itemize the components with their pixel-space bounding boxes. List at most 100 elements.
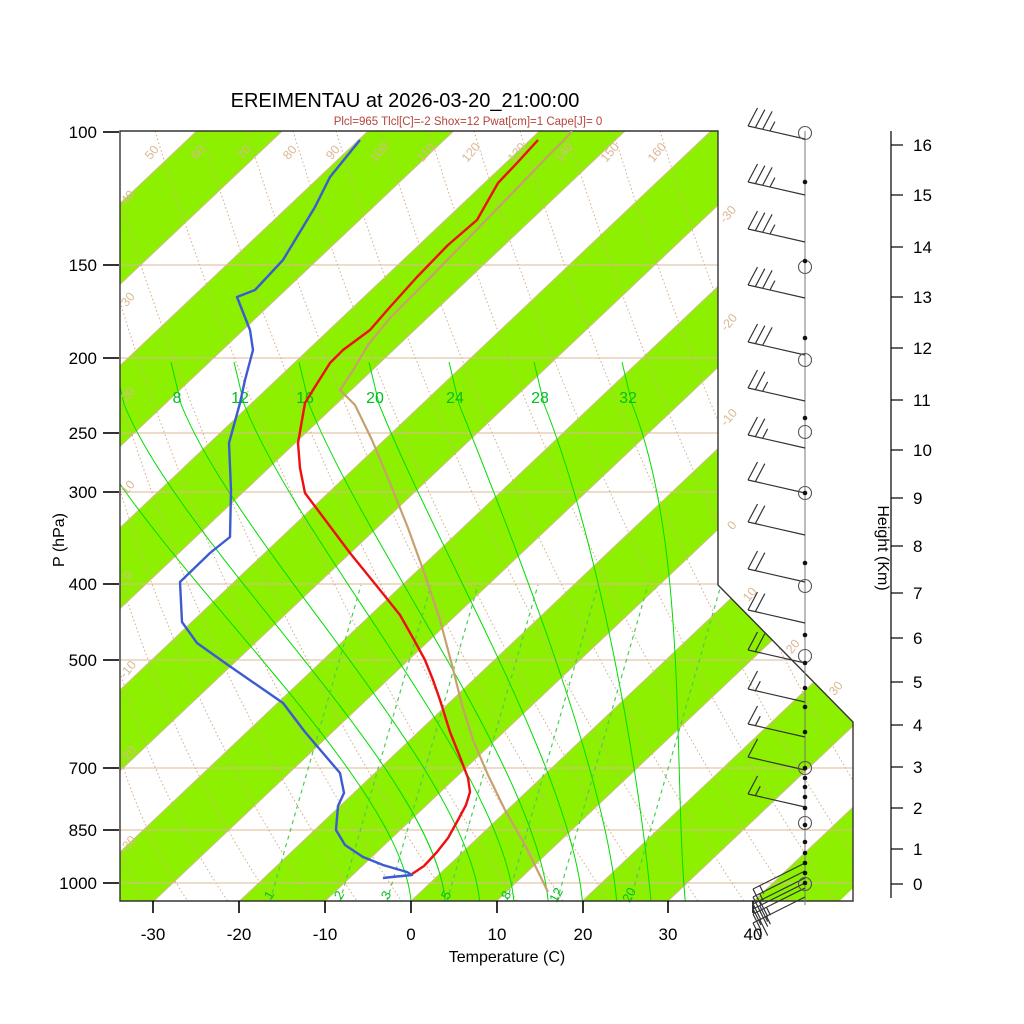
- wind-barb: [747, 369, 806, 402]
- station-dot-marker: [802, 794, 808, 800]
- station-dot-marker: [802, 765, 808, 771]
- temperature-axis-label: Temperature (C): [449, 949, 565, 966]
- station-circledot-marker: [797, 760, 813, 776]
- wind-barb: [747, 107, 806, 140]
- wind-barb: [752, 896, 806, 940]
- temperature-tick-label: 10: [488, 925, 507, 944]
- height-tick-label: 0: [913, 875, 922, 894]
- station-dot-marker: [802, 632, 808, 638]
- station-dot-marker: [802, 258, 808, 264]
- height-tick-label: 10: [913, 441, 932, 460]
- height-tick-label: 14: [913, 238, 932, 257]
- pressure-tick-label: 700: [69, 759, 97, 778]
- green-stripe: [120, 131, 626, 901]
- wind-barb: [747, 503, 806, 536]
- station-circle-marker: [797, 125, 813, 141]
- station-dot-marker: [802, 850, 808, 856]
- wind-barb: [747, 163, 806, 196]
- station-dot-marker: [802, 704, 808, 710]
- green-stripe: [120, 131, 797, 901]
- height-tick-label: 6: [913, 629, 922, 648]
- green-stripe: [239, 131, 853, 901]
- height-tick-label: 16: [913, 136, 932, 155]
- temperature-tick-label: -20: [227, 925, 252, 944]
- wind-barb: [747, 461, 806, 494]
- height-tick-label: 7: [913, 584, 922, 603]
- height-tick-label: 2: [913, 799, 922, 818]
- wind-barb: [747, 416, 806, 449]
- height-tick-label: 5: [913, 673, 922, 692]
- station-dot-marker: [802, 784, 808, 790]
- temperature-tick-label: 30: [659, 925, 678, 944]
- mixing-ratio-label: 2: [331, 888, 348, 901]
- isotherm-right-label: 0: [724, 518, 739, 532]
- wind-barb: [747, 323, 806, 356]
- mixing-ratio-label: 3: [378, 888, 395, 901]
- dry-adiabat-top-label: 160: [645, 140, 669, 165]
- height-tick-label: 15: [913, 186, 932, 205]
- wind-barb: [752, 882, 806, 926]
- moist-adiabat-label: 24: [446, 390, 464, 407]
- green-stripe: [411, 131, 853, 901]
- station-dot-marker: [802, 880, 808, 886]
- station-dot-marker: [802, 822, 808, 828]
- station-dot-marker: [802, 415, 808, 421]
- temperature-tick-label: 20: [574, 925, 593, 944]
- height-tick-label: 3: [913, 758, 922, 777]
- wind-barb: [747, 210, 806, 243]
- chart-subtitle-parameters: Plcl=965 Tlcl[C]=-2 Shox=12 Pwat[cm]=1 C…: [334, 116, 603, 128]
- temperature-tick-label: -30: [141, 925, 166, 944]
- isotherm-right-label: -30: [717, 203, 739, 226]
- wind-barb: [747, 591, 806, 624]
- temperature-tick-label: 0: [406, 925, 415, 944]
- height-tick-label: 11: [913, 391, 931, 410]
- pressure-tick-label: 100: [69, 123, 97, 142]
- height-tick-label: 4: [913, 716, 922, 735]
- dry-adiabat-top-label: 120: [459, 140, 483, 165]
- wind-barb: [747, 705, 806, 738]
- temperature-tick-label: -10: [313, 925, 338, 944]
- station-dot-marker: [802, 335, 808, 341]
- pressure-tick-label: 400: [69, 575, 97, 594]
- station-dot-marker: [802, 560, 808, 566]
- pressure-tick-label: 150: [69, 256, 97, 275]
- station-dot-marker: [802, 179, 808, 185]
- station-dot-marker: [802, 839, 808, 845]
- station-dot-marker: [802, 805, 808, 811]
- pressure-axis-label: P (hPa): [51, 513, 68, 567]
- station-circle-marker: [797, 424, 813, 440]
- wind-barb-column: [747, 107, 813, 940]
- height-tick-label: 13: [913, 288, 932, 307]
- height-tick-label: 8: [913, 537, 922, 556]
- dewpoint-curve: [178, 139, 414, 880]
- green-stripe: [582, 131, 853, 901]
- dry-adiabat-top-label: 50: [142, 143, 162, 163]
- plot-border: [119, 130, 854, 902]
- station-dot-marker: [802, 775, 808, 781]
- station-circle-marker: [797, 815, 813, 831]
- parcel-curve: [338, 131, 573, 893]
- station-dot-marker: [802, 660, 808, 666]
- pressure-tick-label: 500: [69, 651, 97, 670]
- height-axis-label: Height (Km): [874, 505, 891, 590]
- moist-adiabat-label: 28: [531, 390, 549, 407]
- wind-barb: [747, 738, 806, 771]
- sounding-curves: [178, 131, 573, 893]
- station-dot-marker: [802, 870, 808, 876]
- height-tick-label: 12: [913, 339, 932, 358]
- isotherm-right-label: 30: [826, 679, 846, 699]
- moist-adiabat-label: 8: [173, 390, 182, 407]
- wind-barb: [747, 550, 806, 583]
- station-dot-marker: [802, 860, 808, 866]
- wind-barb: [747, 670, 806, 703]
- station-circledot-marker: [797, 485, 813, 501]
- plot-boundary: [119, 130, 854, 902]
- isotherm-right-label: -20: [718, 311, 740, 334]
- height-tick-label: 1: [913, 840, 922, 859]
- station-dot-marker: [802, 685, 808, 691]
- wind-barb: [747, 631, 806, 664]
- wind-barb: [752, 887, 806, 931]
- mixing-ratio-label: 12: [546, 885, 566, 905]
- wind-barb: [747, 775, 806, 808]
